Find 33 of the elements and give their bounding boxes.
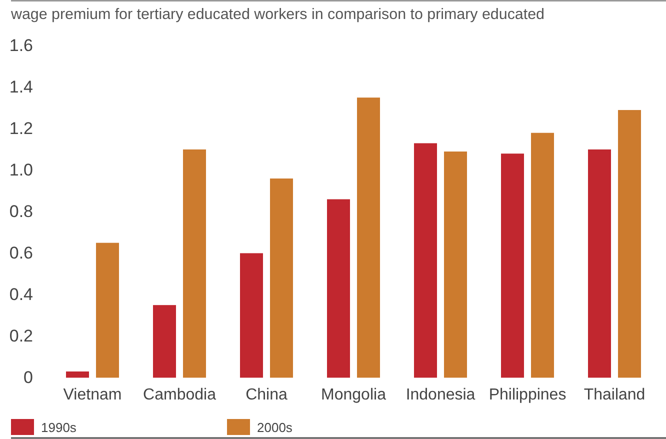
x-tick-label: Mongolia (321, 386, 386, 404)
x-tick-label: Thailand (584, 386, 646, 404)
bar (357, 98, 380, 378)
bar (588, 149, 611, 378)
bar (618, 110, 641, 378)
x-tick-label: Cambodia (143, 386, 216, 404)
legend-label: 1990s (41, 420, 77, 435)
bar (240, 253, 263, 378)
chart-title: wage premium for tertiary educated workers in comparison to primary educated (10, 6, 544, 23)
bar (183, 149, 206, 378)
bar (444, 152, 467, 378)
bar (531, 132, 554, 378)
legend-label: 2000s (257, 420, 293, 435)
bar (96, 242, 119, 378)
y-tick-label: 1.6 (9, 36, 33, 56)
y-tick-label: 0 (24, 368, 33, 388)
y-tick-label: 0.4 (9, 285, 33, 304)
y-tick-label: 0.6 (9, 244, 33, 263)
bar (66, 371, 89, 378)
x-tick-label: Indonesia (406, 386, 476, 404)
bar (153, 305, 176, 378)
bar (501, 154, 524, 378)
y-tick-label: 1.0 (9, 160, 33, 180)
bar (270, 178, 293, 378)
bar (414, 143, 437, 378)
x-tick-label: Philippines (488, 386, 566, 404)
x-tick-label: Vietnam (63, 386, 122, 404)
bar (327, 199, 350, 378)
y-tick-label: 1.2 (9, 119, 33, 138)
y-tick-label: 0.8 (9, 202, 33, 222)
y-tick-label: 1.4 (9, 78, 33, 97)
y-tick-label: 0.2 (9, 326, 33, 346)
x-tick-label: China (246, 386, 288, 404)
